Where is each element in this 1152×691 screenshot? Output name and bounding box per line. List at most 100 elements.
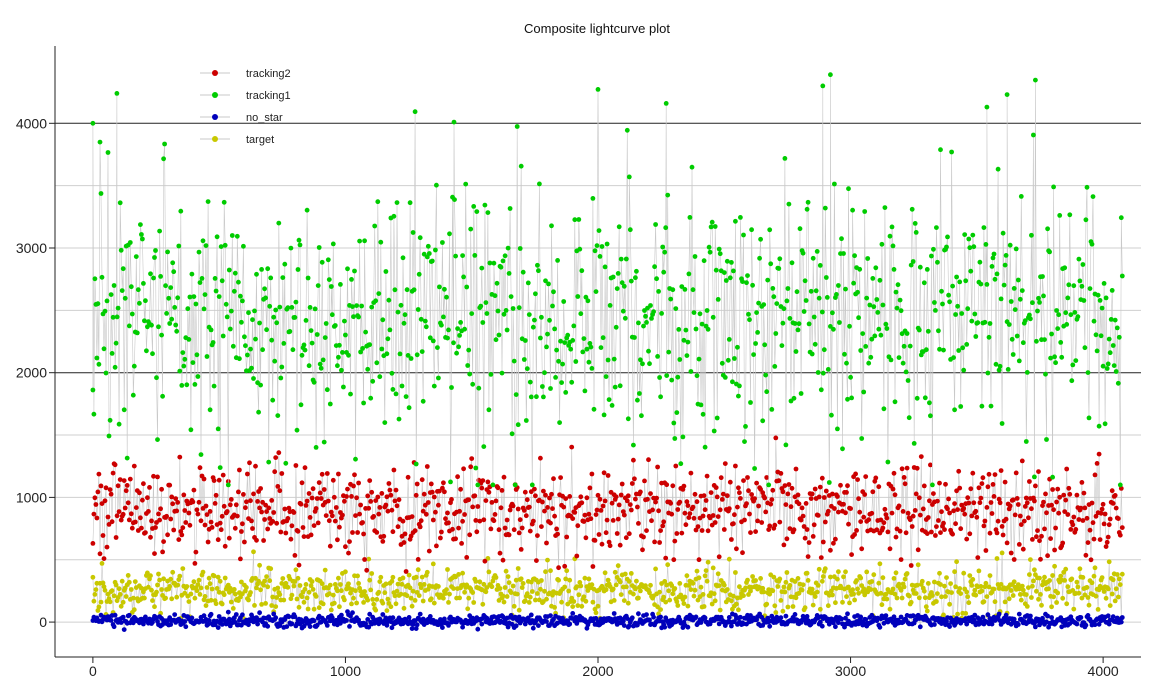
data-point-tracking1: [984, 282, 990, 287]
data-point-no_star: [567, 621, 573, 627]
data-point-tracking1: [666, 349, 672, 355]
data-point-tracking1: [762, 342, 768, 348]
data-point-tracking2: [277, 488, 283, 494]
data-point-target: [578, 583, 584, 589]
data-point-tracking2: [430, 517, 436, 523]
data-point-tracking1: [912, 221, 918, 226]
data-point-tracking1: [1096, 423, 1102, 429]
data-point-tracking1: [600, 335, 606, 341]
data-point-target: [976, 568, 982, 574]
data-point-tracking1: [913, 230, 919, 235]
data-point-tracking1: [403, 394, 409, 399]
data-point-tracking2: [139, 525, 144, 531]
data-point-tracking1: [559, 380, 564, 385]
data-point-target: [236, 598, 241, 603]
data-point-tracking1: [171, 269, 177, 275]
data-point-target: [1119, 571, 1125, 577]
data-point-tracking1: [928, 413, 933, 419]
data-point-tracking1: [1027, 312, 1032, 318]
data-point-tracking1: [811, 314, 817, 320]
data-point-target: [371, 601, 377, 607]
data-point-target: [148, 573, 153, 579]
data-point-tracking2: [961, 506, 967, 511]
data-point-tracking2: [275, 484, 281, 489]
data-point-target: [828, 574, 833, 580]
data-point-tracking2: [415, 557, 421, 562]
data-point-tracking1: [274, 320, 280, 326]
data-point-tracking1: [923, 347, 929, 353]
data-point-tracking2: [1049, 502, 1054, 508]
data-point-target: [221, 592, 227, 598]
data-point-no_star: [505, 624, 511, 630]
data-point-tracking2: [453, 536, 458, 542]
data-point-tracking2: [760, 490, 766, 496]
data-point-tracking1: [947, 299, 952, 305]
data-point-target: [800, 582, 806, 588]
data-point-tracking2: [979, 481, 985, 486]
data-point-tracking1: [1105, 361, 1111, 367]
data-point-no_star: [141, 621, 146, 627]
data-point-no_star: [544, 619, 549, 624]
data-point-tracking2: [653, 499, 658, 505]
data-point-tracking1: [687, 215, 693, 220]
data-point-target: [1075, 584, 1081, 590]
data-point-tracking2: [931, 491, 936, 496]
data-point-tracking1: [156, 324, 161, 330]
data-point-tracking2: [942, 527, 947, 532]
data-point-tracking2: [226, 535, 232, 541]
data-point-tracking1: [871, 304, 877, 310]
data-point-tracking1: [165, 249, 171, 255]
data-point-tracking1: [400, 255, 406, 261]
data-point-tracking1: [385, 336, 391, 342]
data-point-tracking1: [1062, 265, 1068, 271]
data-point-tracking1: [417, 235, 423, 241]
data-point-tracking1: [814, 249, 820, 254]
data-point-tracking1: [851, 280, 856, 286]
data-point-tracking1: [655, 354, 660, 359]
data-point-target: [792, 579, 798, 584]
data-point-tracking1: [297, 242, 303, 248]
data-point-tracking1: [568, 346, 574, 352]
data-point-tracking2: [977, 500, 983, 506]
data-point-target: [197, 592, 203, 597]
data-point-tracking2: [853, 471, 858, 477]
data-point-target: [1079, 595, 1085, 601]
data-point-tracking2: [1015, 502, 1021, 507]
data-point-tracking1: [981, 225, 987, 231]
data-point-tracking2: [313, 506, 319, 511]
data-point-tracking2: [493, 498, 499, 504]
data-point-tracking1: [781, 306, 787, 312]
data-point-target: [274, 595, 280, 600]
data-point-tracking2: [464, 555, 470, 560]
data-point-no_star: [205, 621, 211, 627]
data-point-tracking1: [662, 249, 668, 255]
data-point-target: [322, 567, 328, 573]
data-point-tracking2: [535, 533, 540, 538]
data-point-tracking1: [180, 350, 186, 355]
data-point-target: [1032, 567, 1037, 573]
data-point-tracking1: [721, 270, 727, 275]
data-point-tracking1: [699, 321, 705, 327]
data-point-tracking2: [547, 495, 552, 501]
data-point-tracking2: [994, 530, 1000, 536]
data-point-tracking1: [104, 298, 110, 304]
data-point-tracking2: [1081, 490, 1087, 496]
data-point-tracking2: [967, 531, 973, 537]
data-point-tracking2: [459, 541, 464, 546]
data-point-tracking1: [1112, 317, 1118, 323]
data-point-tracking1: [673, 306, 679, 311]
data-point-tracking2: [413, 492, 419, 498]
data-point-target: [947, 601, 952, 607]
data-point-tracking2: [151, 473, 156, 479]
data-point-tracking1: [1054, 308, 1059, 313]
data-point-tracking2: [121, 478, 127, 483]
data-point-target: [582, 575, 588, 581]
data-point-target: [489, 584, 495, 590]
data-point-tracking1: [784, 298, 790, 304]
data-point-tracking1: [466, 347, 472, 353]
data-point-tracking1: [653, 222, 658, 227]
data-point-tracking1: [1095, 292, 1101, 298]
data-point-tracking2: [984, 505, 990, 510]
data-point-tracking2: [645, 496, 650, 502]
data-point-target: [726, 556, 732, 562]
